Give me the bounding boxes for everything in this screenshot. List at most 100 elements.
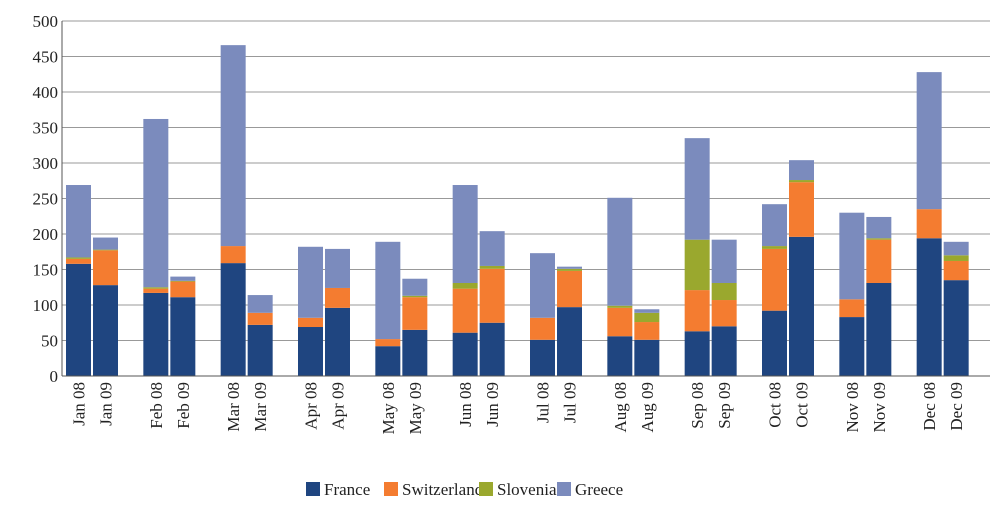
x-tick-label: May 09 [406, 382, 425, 434]
legend-label: Slovenia [497, 480, 557, 499]
x-tick-label: Jan 08 [70, 382, 89, 426]
x-tick-label: Dec 08 [920, 382, 939, 431]
bar-segment [634, 339, 660, 376]
bar-segment [943, 280, 969, 376]
bar-segment [789, 236, 814, 376]
y-tick-label: 150 [33, 261, 59, 280]
y-tick-label: 400 [33, 83, 59, 102]
bar-segment [634, 309, 660, 313]
bar-segment [943, 260, 969, 281]
y-tick-label: 500 [33, 12, 59, 31]
bar-segment [530, 253, 555, 318]
x-tick-label: Oct 09 [793, 382, 812, 428]
bar-segment [220, 246, 246, 264]
bar-segment [220, 263, 246, 376]
bar-segment [943, 241, 969, 256]
bar-segment [298, 317, 323, 328]
bar-segment [762, 204, 787, 247]
bar-segment [839, 212, 865, 300]
y-tick-label: 350 [33, 119, 59, 138]
bar-segment [916, 209, 942, 239]
y-tick-label: 100 [33, 296, 59, 315]
bar-segment [143, 118, 169, 288]
bar-segment [402, 278, 428, 296]
bar-segment [684, 331, 710, 376]
bar-segment [866, 282, 892, 376]
bar-segment [325, 307, 350, 376]
bar-segment [530, 339, 555, 376]
bar-segment [325, 287, 350, 308]
bar-segment [479, 265, 505, 269]
bar-segment [247, 295, 273, 313]
bar-segment [452, 332, 478, 376]
bar-segment [711, 282, 737, 301]
bar-segment [375, 241, 401, 340]
bar-segment [866, 216, 892, 239]
bar-segment [916, 72, 942, 210]
bar-segment [93, 250, 118, 286]
bar-segment [143, 287, 169, 289]
bar-segment [170, 280, 196, 282]
bar-segment [93, 285, 118, 376]
bar-segment [247, 312, 273, 325]
x-tick-label: Apr 08 [302, 382, 321, 430]
bar-segment [762, 248, 787, 311]
bar-segment [607, 305, 633, 308]
bar-segment [839, 317, 865, 376]
bar-segment [452, 288, 478, 333]
bar-segment [402, 295, 428, 298]
bar-segment [711, 300, 737, 327]
bar-segment [557, 268, 582, 271]
bar-segment [479, 231, 505, 266]
bar-segment [762, 246, 787, 249]
x-tick-label: May 08 [379, 382, 398, 434]
bar-segment [402, 329, 428, 376]
bar-segment [452, 185, 478, 283]
legend-swatch [557, 482, 571, 496]
bar-segment [684, 138, 710, 240]
legend-label: France [324, 480, 370, 499]
x-tick-label: Mar 09 [251, 382, 270, 432]
bar-segment [93, 237, 118, 250]
bar-segment [916, 238, 942, 376]
bar-segment [789, 180, 814, 183]
x-tick-label: Jun 09 [483, 382, 502, 427]
bar-segment [607, 197, 633, 306]
bar-segment [66, 257, 91, 259]
x-tick-label: Sep 08 [688, 382, 707, 429]
bar-segment [375, 339, 401, 347]
bar-segment [402, 297, 428, 330]
bar-segment [452, 282, 478, 289]
y-tick-label: 300 [33, 154, 59, 173]
bar-segment [170, 281, 196, 298]
bar-segment [479, 322, 505, 376]
bar-segment [684, 239, 710, 291]
bar-segment [247, 324, 273, 376]
legend-label: Switzerland [402, 480, 484, 499]
x-tick-label: Sep 09 [715, 382, 734, 429]
bar-segment [479, 268, 505, 323]
bar-segment [839, 299, 865, 318]
bar-segment [375, 346, 401, 376]
bar-segment [711, 326, 737, 376]
bar-segment [298, 327, 323, 376]
legend-swatch [306, 482, 320, 496]
bar-segment [66, 258, 91, 264]
bar-segment [866, 239, 892, 283]
x-tick-label: Mar 08 [224, 382, 243, 432]
y-tick-label: 450 [33, 48, 59, 67]
x-tick-label: Aug 09 [638, 382, 657, 433]
bar-segment [789, 160, 814, 181]
bar-segment [711, 239, 737, 283]
x-tick-label: Dec 09 [947, 382, 966, 431]
bar-segment [298, 246, 323, 318]
bar-segment [66, 185, 91, 258]
x-tick-label: Feb 08 [147, 382, 166, 429]
bar-segment [634, 312, 660, 323]
bar-segment [143, 288, 169, 293]
x-tick-label: Feb 09 [174, 382, 193, 429]
y-tick-label: 200 [33, 225, 59, 244]
x-tick-label: Aug 08 [611, 382, 630, 433]
bar-segment [170, 297, 196, 376]
